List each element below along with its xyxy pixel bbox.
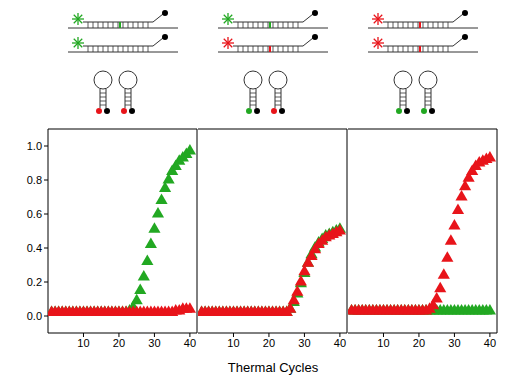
svg-text:40: 40 (184, 337, 196, 349)
svg-text:30: 30 (148, 337, 160, 349)
svg-text:0.6: 0.6 (27, 208, 42, 220)
svg-text:40: 40 (334, 337, 346, 349)
svg-text:30: 30 (298, 337, 310, 349)
svg-text:30: 30 (448, 337, 460, 349)
svg-text:0.8: 0.8 (27, 174, 42, 186)
html-text:Thermal Cycles: Thermal Cycles (227, 360, 319, 375)
svg-text:20: 20 (113, 337, 125, 349)
svg-text:10: 10 (227, 337, 239, 349)
svg-text:10: 10 (377, 337, 389, 349)
svg-text:40: 40 (484, 337, 496, 349)
svg-text:10: 10 (77, 337, 89, 349)
svg-text:1.0: 1.0 (27, 140, 42, 152)
svg-text:0.0: 0.0 (27, 310, 42, 322)
svg-text:0.2: 0.2 (27, 276, 42, 288)
svg-text:20: 20 (263, 337, 275, 349)
svg-text:20: 20 (413, 337, 425, 349)
svg-text:0.4: 0.4 (27, 242, 42, 254)
